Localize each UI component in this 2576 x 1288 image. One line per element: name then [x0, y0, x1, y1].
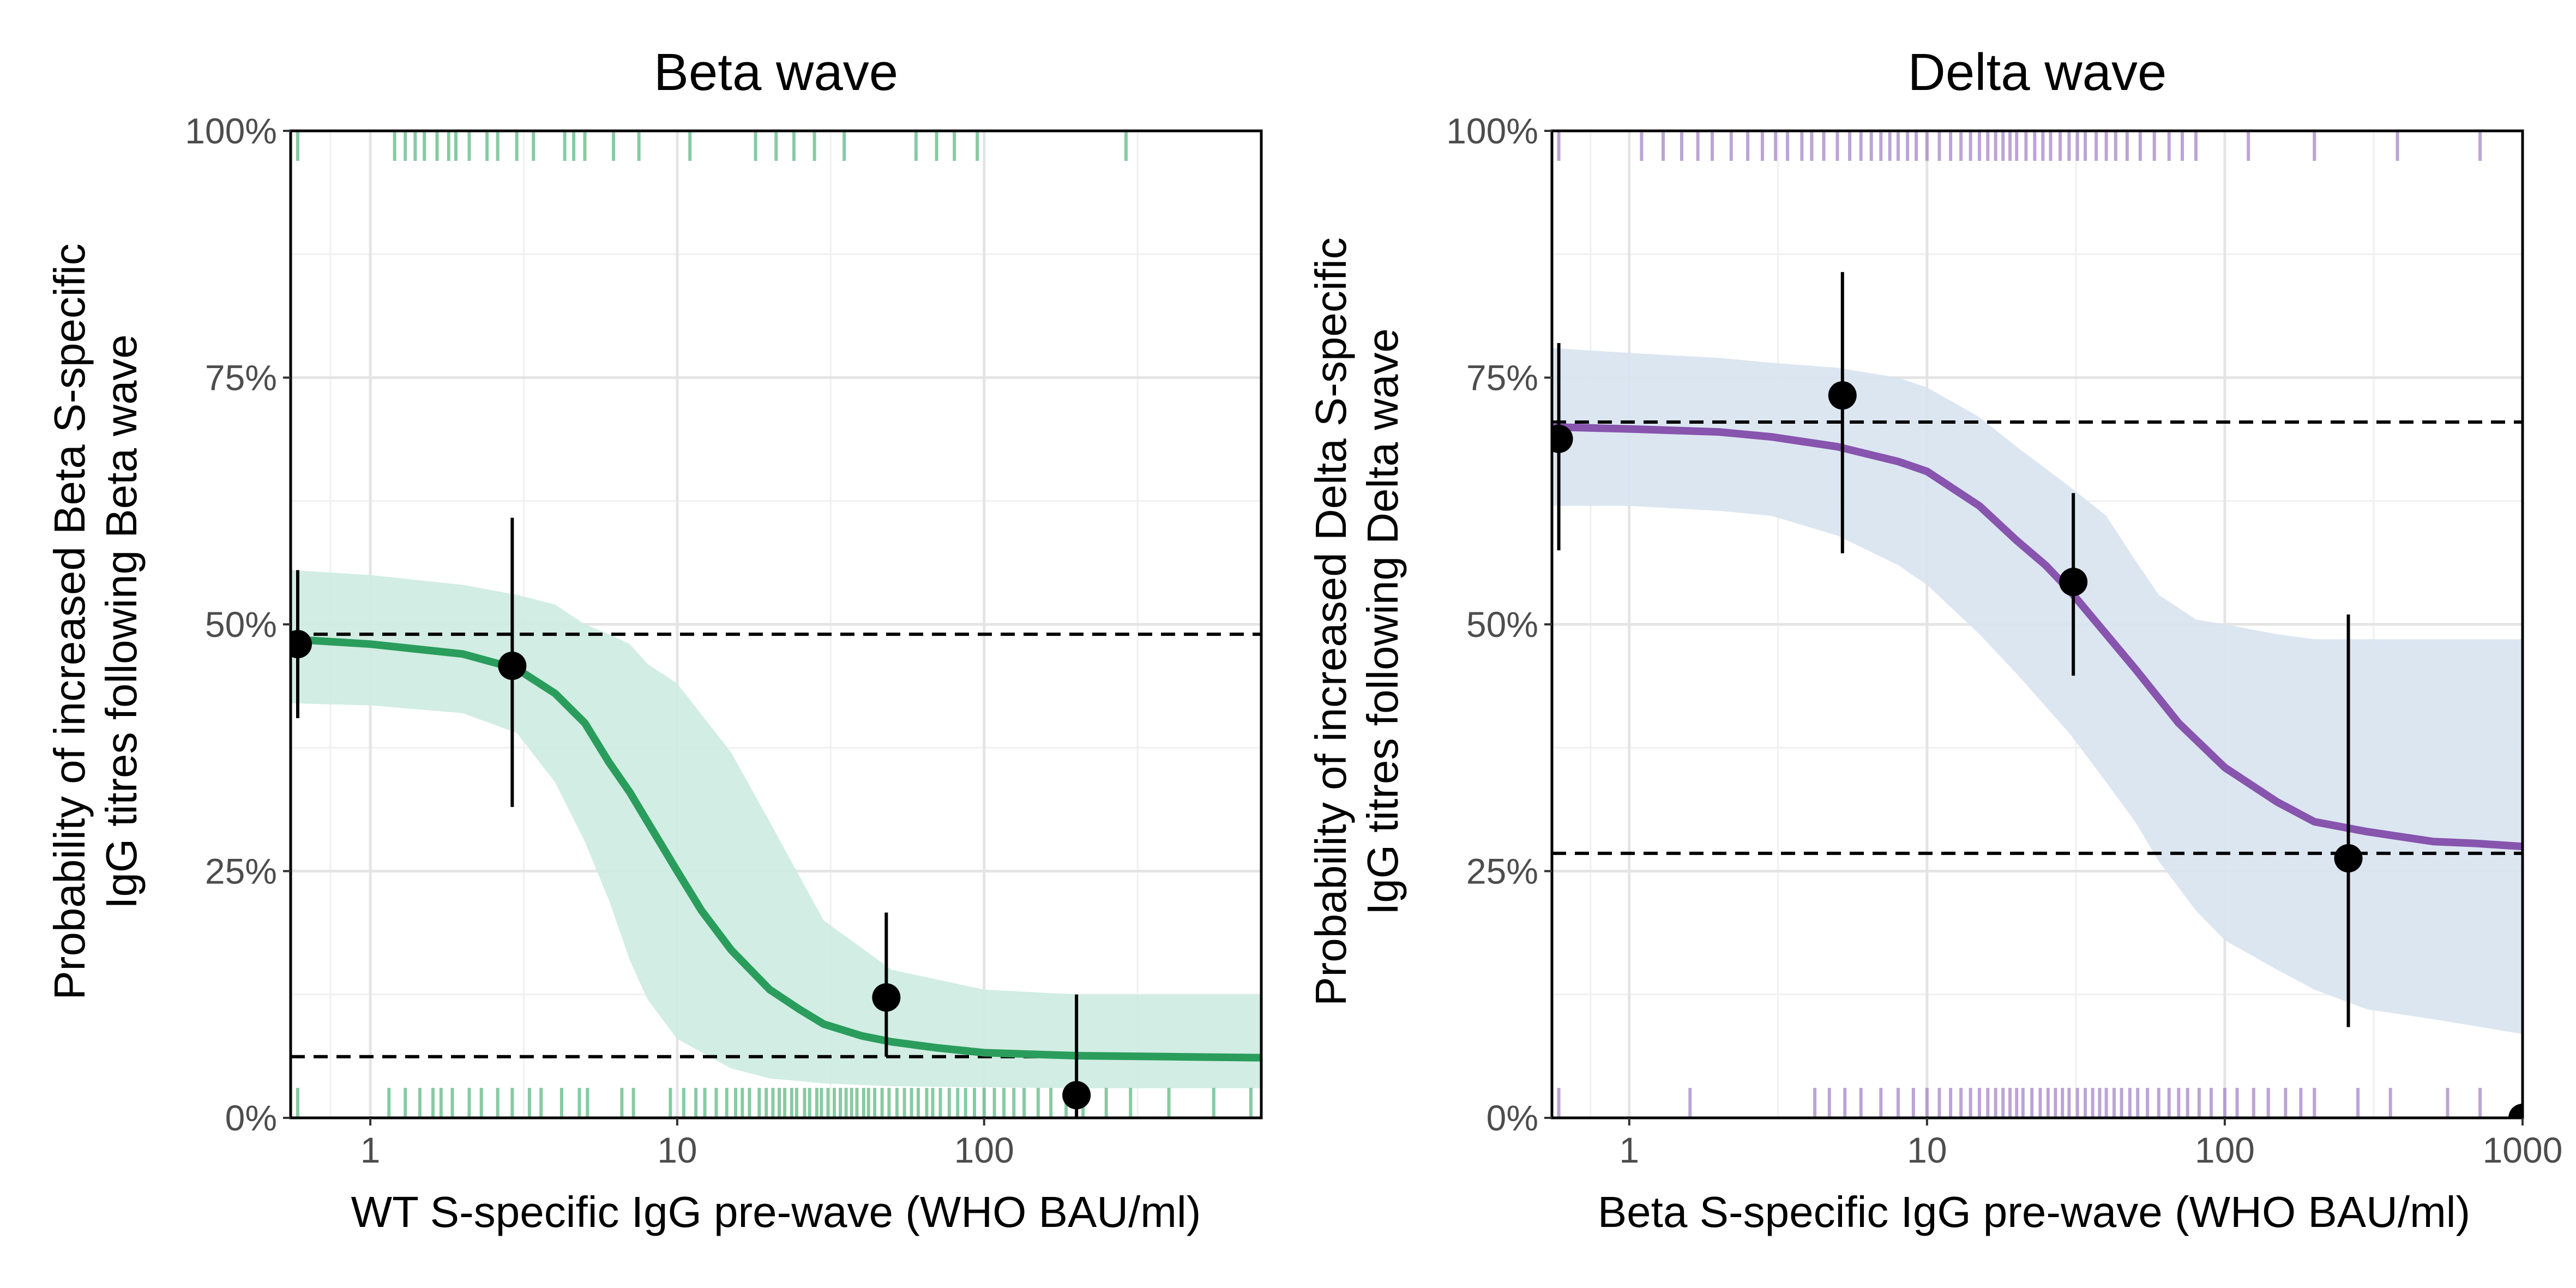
x-tick-label: 10	[1907, 1130, 1947, 1170]
binned-point	[1552, 424, 1573, 453]
confidence-ribbon	[291, 570, 1261, 1088]
panel-title: Beta wave	[654, 43, 898, 101]
y-tick-label: 0%	[1486, 1098, 1538, 1138]
y-tick-label: 25%	[1466, 851, 1538, 892]
y-tick-label: 0%	[225, 1098, 277, 1138]
y-axis-label-line-2: IgG titres following Delta wave	[1358, 328, 1407, 915]
x-axis-label: WT S-specific IgG pre-wave (WHO BAU/ml)	[351, 1188, 1201, 1236]
plot-area: 0% 25% 50% 75% 100% 1 10 100 1000	[1446, 111, 2562, 1170]
x-tick-label: 1000	[2483, 1130, 2563, 1170]
x-tick-label: 10	[657, 1130, 697, 1170]
x-tick-label: 1	[360, 1130, 381, 1170]
y-tick-label: 75%	[1466, 358, 1538, 398]
panel-title: Delta wave	[1908, 43, 2167, 101]
confidence-ribbon	[1552, 348, 2523, 1034]
y-axis-label-line-2: IgG titres following Beta wave	[97, 334, 146, 909]
y-tick-label: 25%	[205, 851, 277, 892]
binned-point	[291, 630, 312, 659]
binned-point	[2059, 568, 2088, 597]
fitted-curve	[290, 635, 1262, 1062]
x-tick-label: 100	[2195, 1130, 2255, 1170]
panel-beta-wave: Beta wave WT S-specific IgG pre-wave (WH…	[45, 43, 1263, 1236]
x-axis-label: Beta S-specific IgG pre-wave (WHO BAU/ml…	[1598, 1188, 2470, 1236]
binned-point	[498, 652, 527, 681]
binned-points	[1552, 272, 2523, 1118]
y-axis-label-line-1: Probability of increased Beta S-specific	[45, 243, 94, 1000]
y-tick-label: 100%	[185, 111, 277, 151]
y-tick-label: 50%	[1466, 604, 1538, 645]
binned-points	[291, 517, 1091, 1118]
y-tick-label: 50%	[205, 604, 277, 645]
plot-area: 0% 25% 50% 75% 100% 1 10 100	[185, 111, 1263, 1170]
binned-point	[2508, 1104, 2523, 1118]
y-tick-label: 100%	[1446, 111, 1538, 151]
binned-point	[1828, 381, 1857, 410]
x-tick-label: 1	[1619, 1130, 1639, 1170]
y-axis-label-line-1: Probability of increased Delta S-specifi…	[1307, 237, 1355, 1006]
binned-point	[2334, 844, 2363, 872]
binned-point	[872, 983, 901, 1012]
binned-point	[1062, 1081, 1091, 1110]
panel-delta-wave: Delta wave Beta S-specific IgG pre-wave …	[1307, 43, 2562, 1236]
x-tick-label: 100	[954, 1130, 1014, 1170]
y-tick-label: 75%	[205, 358, 277, 398]
